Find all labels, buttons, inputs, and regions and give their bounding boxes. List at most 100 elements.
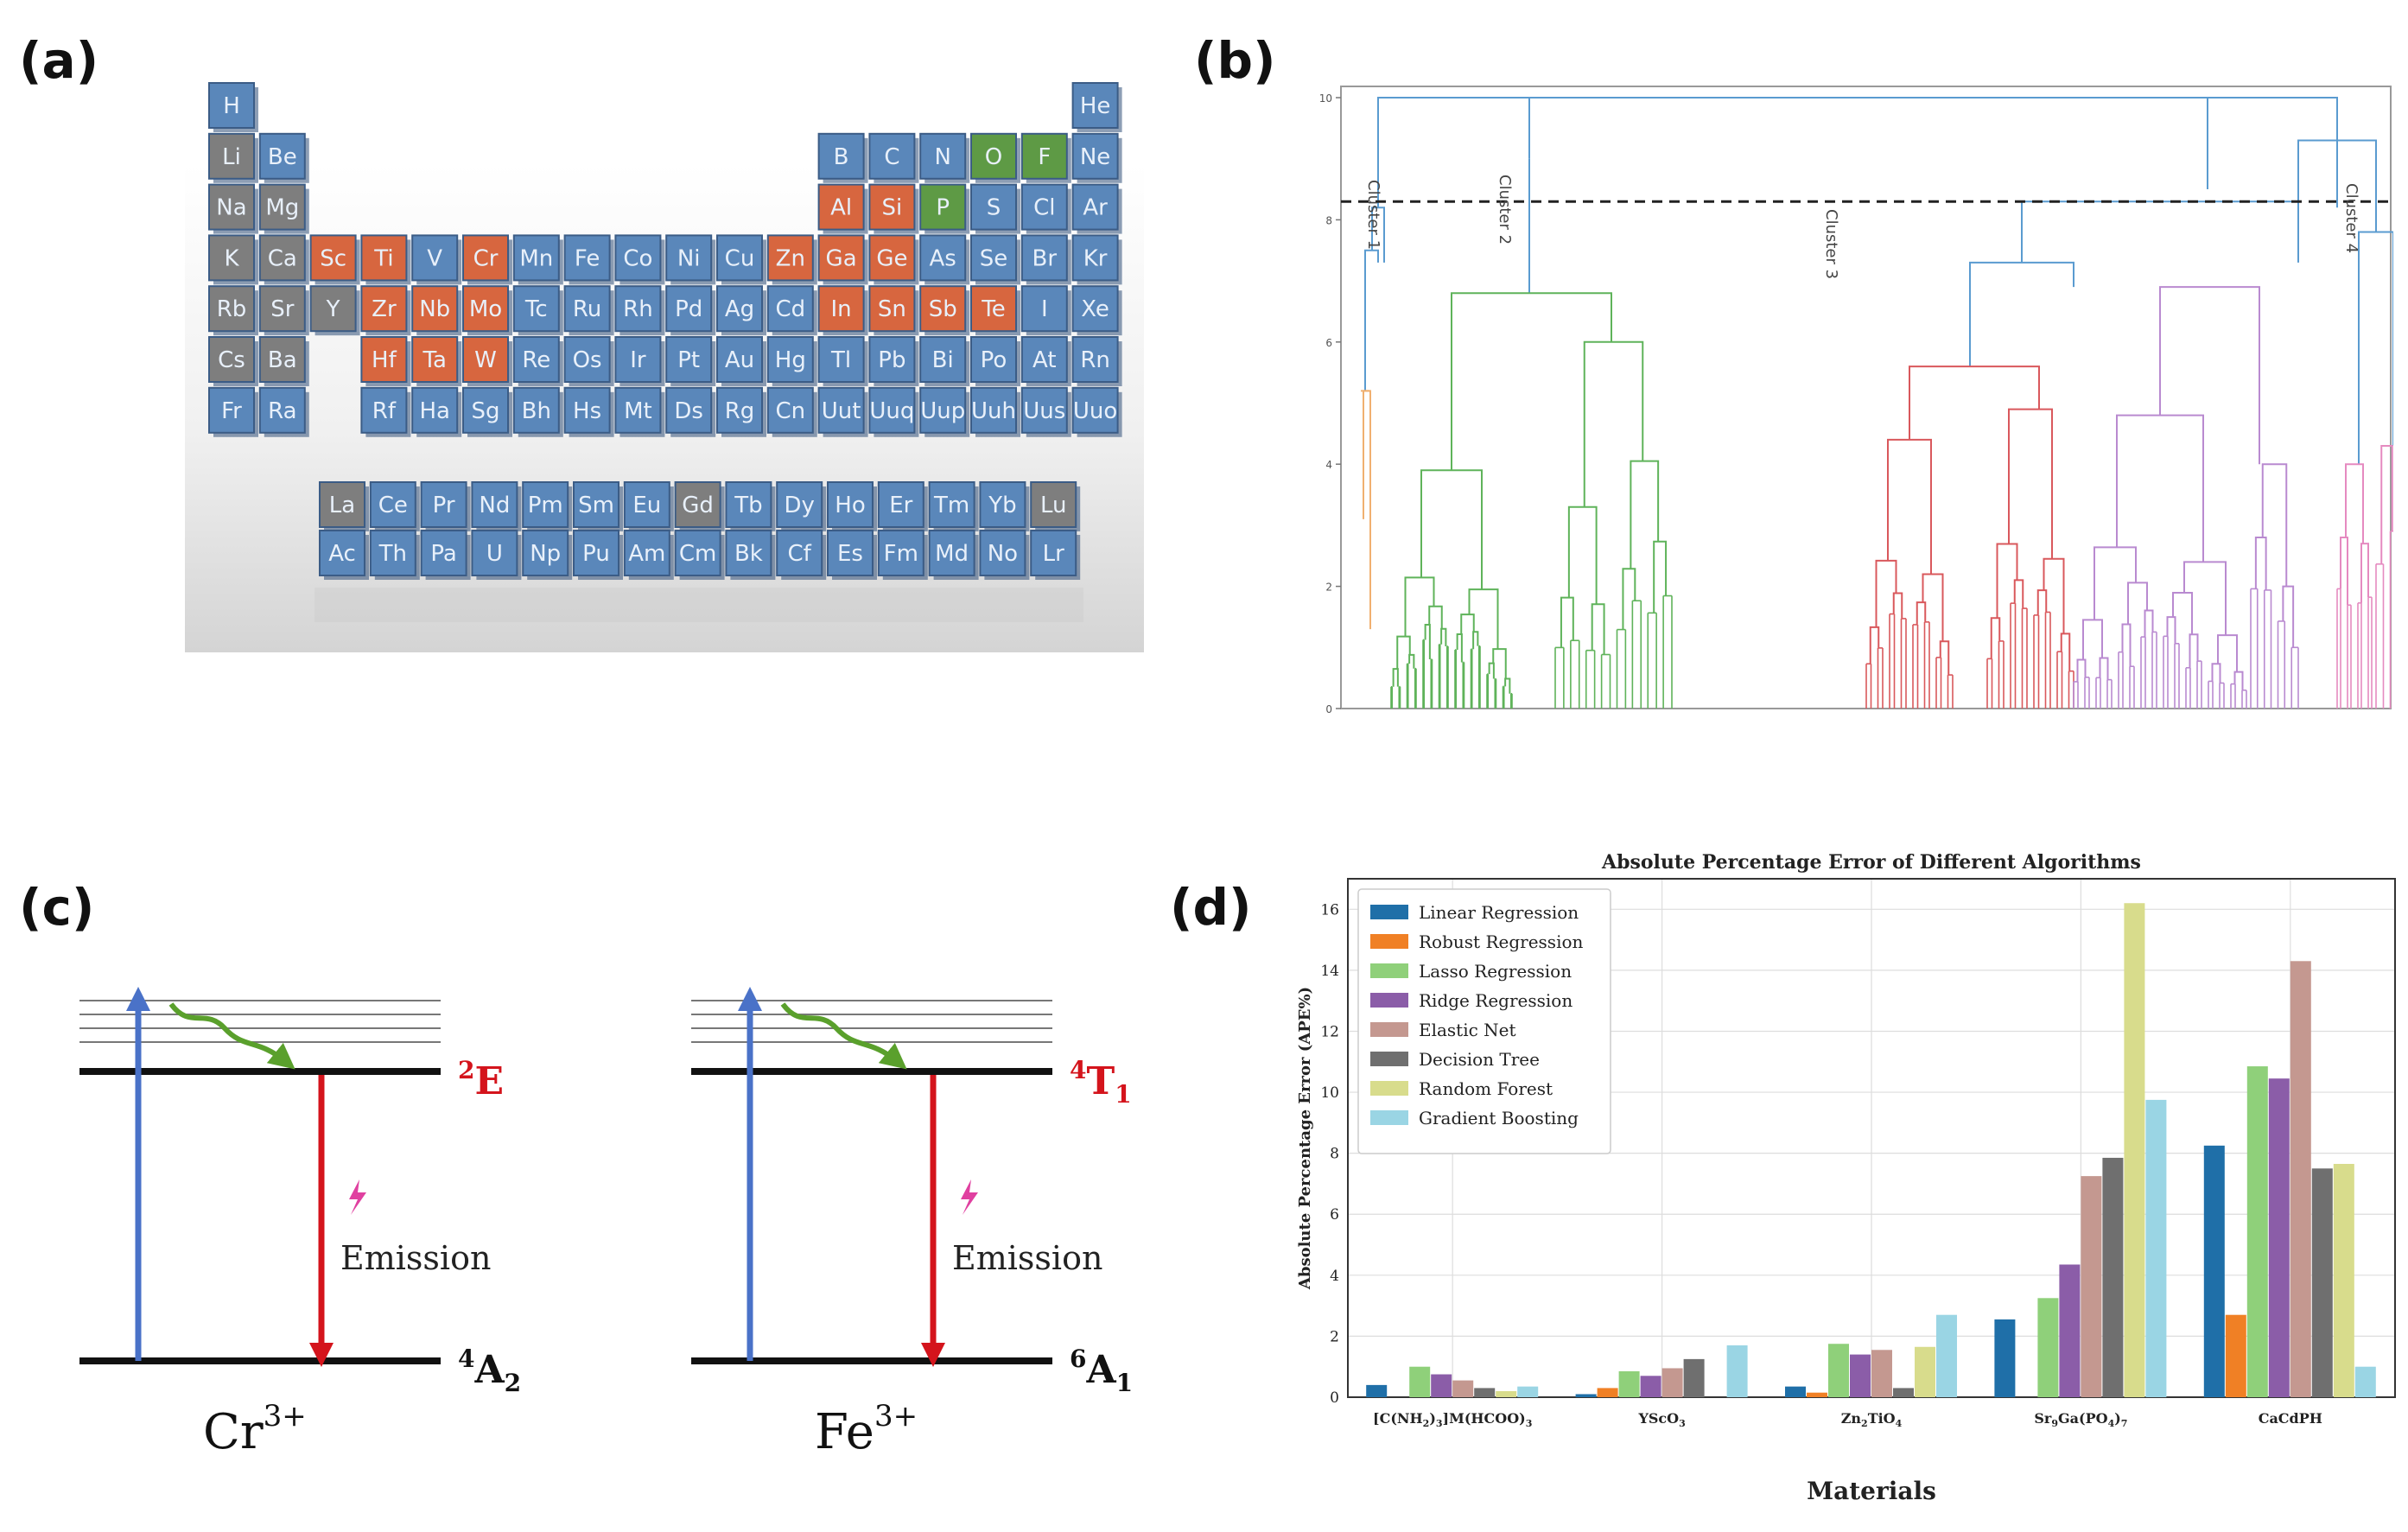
bar-linear-regression-3 bbox=[1994, 1319, 2016, 1397]
element-tile-ca: Ca bbox=[258, 234, 309, 285]
element-tile-rn: Rn bbox=[1071, 336, 1122, 386]
dendrogram-link bbox=[2345, 463, 2364, 544]
element-symbol: Sg bbox=[471, 398, 499, 424]
dendrogram-panel: 0 2 4 6 8 10 Cluster 1 Cluster 2 Cluster 3 Cl… bbox=[1296, 69, 2398, 726]
energy-diagram-cr: Emission 2E 4A2 Cr3+ bbox=[79, 987, 521, 1460]
element-symbol: Ne bbox=[1080, 144, 1110, 170]
legend-swatch bbox=[1370, 1110, 1408, 1125]
element-tile-h: H bbox=[208, 82, 258, 132]
element-tile-gd: Gd bbox=[674, 481, 725, 531]
bar-gradient-boosting-3 bbox=[2145, 1099, 2167, 1397]
x-tick-label: YScO3 bbox=[1637, 1410, 1685, 1429]
emission-label: Emission bbox=[340, 1239, 491, 1277]
bar-ridge-regression-0 bbox=[1431, 1374, 1452, 1397]
bar-elastic-net-0 bbox=[1452, 1380, 1474, 1397]
element-symbol: He bbox=[1080, 93, 1111, 119]
element-symbol: La bbox=[329, 493, 355, 518]
dendrogram-link bbox=[1887, 438, 1932, 575]
bar-elastic-net-1 bbox=[1661, 1368, 1683, 1397]
element-tile-uus: Uus bbox=[1020, 386, 1071, 437]
element-tile-tb: Tb bbox=[725, 481, 776, 531]
element-tile-rg: Rg bbox=[716, 386, 766, 437]
dendrogram-link bbox=[1996, 543, 2018, 619]
element-symbol: No bbox=[988, 541, 1018, 567]
bar-gradient-boosting-0 bbox=[1517, 1386, 1539, 1397]
bar-decision-tree-2 bbox=[1893, 1388, 1914, 1397]
energy-diagram-panel: Emission 2E 4A2 Cr3+ Emission 4T1 6A1 Fe… bbox=[52, 959, 1175, 1478]
element-symbol: Mg bbox=[265, 195, 299, 221]
element-symbol: Uut bbox=[822, 398, 861, 424]
element-tile-bk: Bk bbox=[725, 530, 776, 580]
element-symbol: Ru bbox=[573, 296, 601, 322]
legend-label: Ridge Regression bbox=[1419, 990, 1573, 1011]
bar-random-forest-2 bbox=[1915, 1346, 1935, 1397]
dendrogram-link bbox=[2189, 633, 2199, 668]
element-symbol: Au bbox=[725, 347, 754, 373]
element-tile-lu: Lu bbox=[1030, 481, 1081, 531]
element-tile-re: Re bbox=[512, 336, 563, 386]
element-tile-nb: Nb bbox=[411, 285, 462, 336]
element-symbol: Ga bbox=[826, 245, 857, 271]
legend-swatch bbox=[1370, 905, 1408, 919]
element-symbol: Ni bbox=[677, 245, 701, 271]
element-symbol: Ti bbox=[373, 245, 393, 271]
element-tile-po: Po bbox=[970, 336, 1020, 386]
element-tile-au: Au bbox=[716, 336, 766, 386]
dendrogram-link bbox=[1424, 624, 1431, 660]
element-symbol: Cf bbox=[788, 541, 812, 567]
element-tile-f: F bbox=[1020, 132, 1071, 183]
dendrogram-link bbox=[1456, 633, 1463, 663]
cluster-label-3: Cluster 3 bbox=[1822, 209, 1840, 279]
bar-robust-regression-2 bbox=[1807, 1392, 1827, 1397]
element-tile-cs: Cs bbox=[208, 336, 258, 386]
element-symbol: P bbox=[936, 195, 950, 221]
bar-lasso-regression-4 bbox=[2246, 1066, 2268, 1397]
legend-swatch bbox=[1370, 1022, 1408, 1037]
element-symbol: Ge bbox=[876, 245, 907, 271]
element-tile-ce: Ce bbox=[369, 481, 420, 531]
dendrogram-link bbox=[1363, 390, 1371, 630]
element-tile-dy: Dy bbox=[776, 481, 827, 531]
dendrogram-link bbox=[1560, 596, 1574, 648]
x-tick-label: [C(NH2)3]M(HCOO)3 bbox=[1373, 1410, 1532, 1429]
dendrogram-link bbox=[1969, 261, 2074, 367]
element-tile-ga: Ga bbox=[817, 234, 868, 285]
element-tile-pd: Pd bbox=[665, 285, 716, 336]
element-tile-pu: Pu bbox=[573, 530, 623, 580]
x-tick-label-part: 3 bbox=[1436, 1418, 1443, 1429]
relaxation-arrow bbox=[168, 1002, 295, 1070]
element-tile-xe: Xe bbox=[1071, 285, 1122, 336]
dendrogram-link bbox=[2127, 582, 2148, 625]
element-tile-hs: Hs bbox=[563, 386, 614, 437]
element-symbol: H bbox=[223, 93, 240, 119]
element-tile-as: As bbox=[919, 234, 970, 285]
element-tile-sc: Sc bbox=[309, 234, 360, 285]
y-tick-label: 0 bbox=[1325, 703, 1332, 715]
periodic-table-panel: H He Li Be B C N O F Ne Na Mg Al Si P S Cl Ar K Ca Sc Ti V Cr Mn… bbox=[185, 60, 1144, 652]
element-symbol: Lu bbox=[1040, 493, 1067, 518]
element-tile-yb: Yb bbox=[979, 481, 1030, 531]
x-tick-label-part: 4 bbox=[2108, 1418, 2115, 1429]
element-symbol: Be bbox=[268, 144, 297, 170]
element-symbol: Rh bbox=[623, 296, 653, 322]
dendrogram-link bbox=[2358, 231, 2394, 465]
element-symbol: Dy bbox=[784, 493, 814, 518]
bar-robust-regression-4 bbox=[2225, 1314, 2246, 1397]
element-symbol: Tc bbox=[524, 296, 548, 322]
element-tile-er: Er bbox=[877, 481, 928, 531]
element-tile-uut: Uut bbox=[817, 386, 868, 437]
element-symbol: Xe bbox=[1081, 296, 1109, 322]
element-tile-mn: Mn bbox=[512, 234, 563, 285]
element-tile-sm: Sm bbox=[573, 481, 623, 531]
element-tile-o: O bbox=[970, 132, 1020, 183]
y-tick-label: 10 bbox=[1319, 92, 1332, 105]
element-symbol: Pm bbox=[528, 493, 563, 518]
y-tick-label: 6 bbox=[1330, 1206, 1339, 1224]
dendrogram-link bbox=[2082, 619, 2103, 660]
element-symbol: Zn bbox=[776, 245, 805, 271]
bar-ridge-regression-4 bbox=[2268, 1078, 2290, 1397]
x-tick-label-part: TiO bbox=[1868, 1410, 1896, 1427]
element-tile-np: Np bbox=[522, 530, 573, 580]
element-tile-cn: Cn bbox=[766, 386, 817, 437]
dendrogram-link bbox=[2282, 585, 2295, 648]
